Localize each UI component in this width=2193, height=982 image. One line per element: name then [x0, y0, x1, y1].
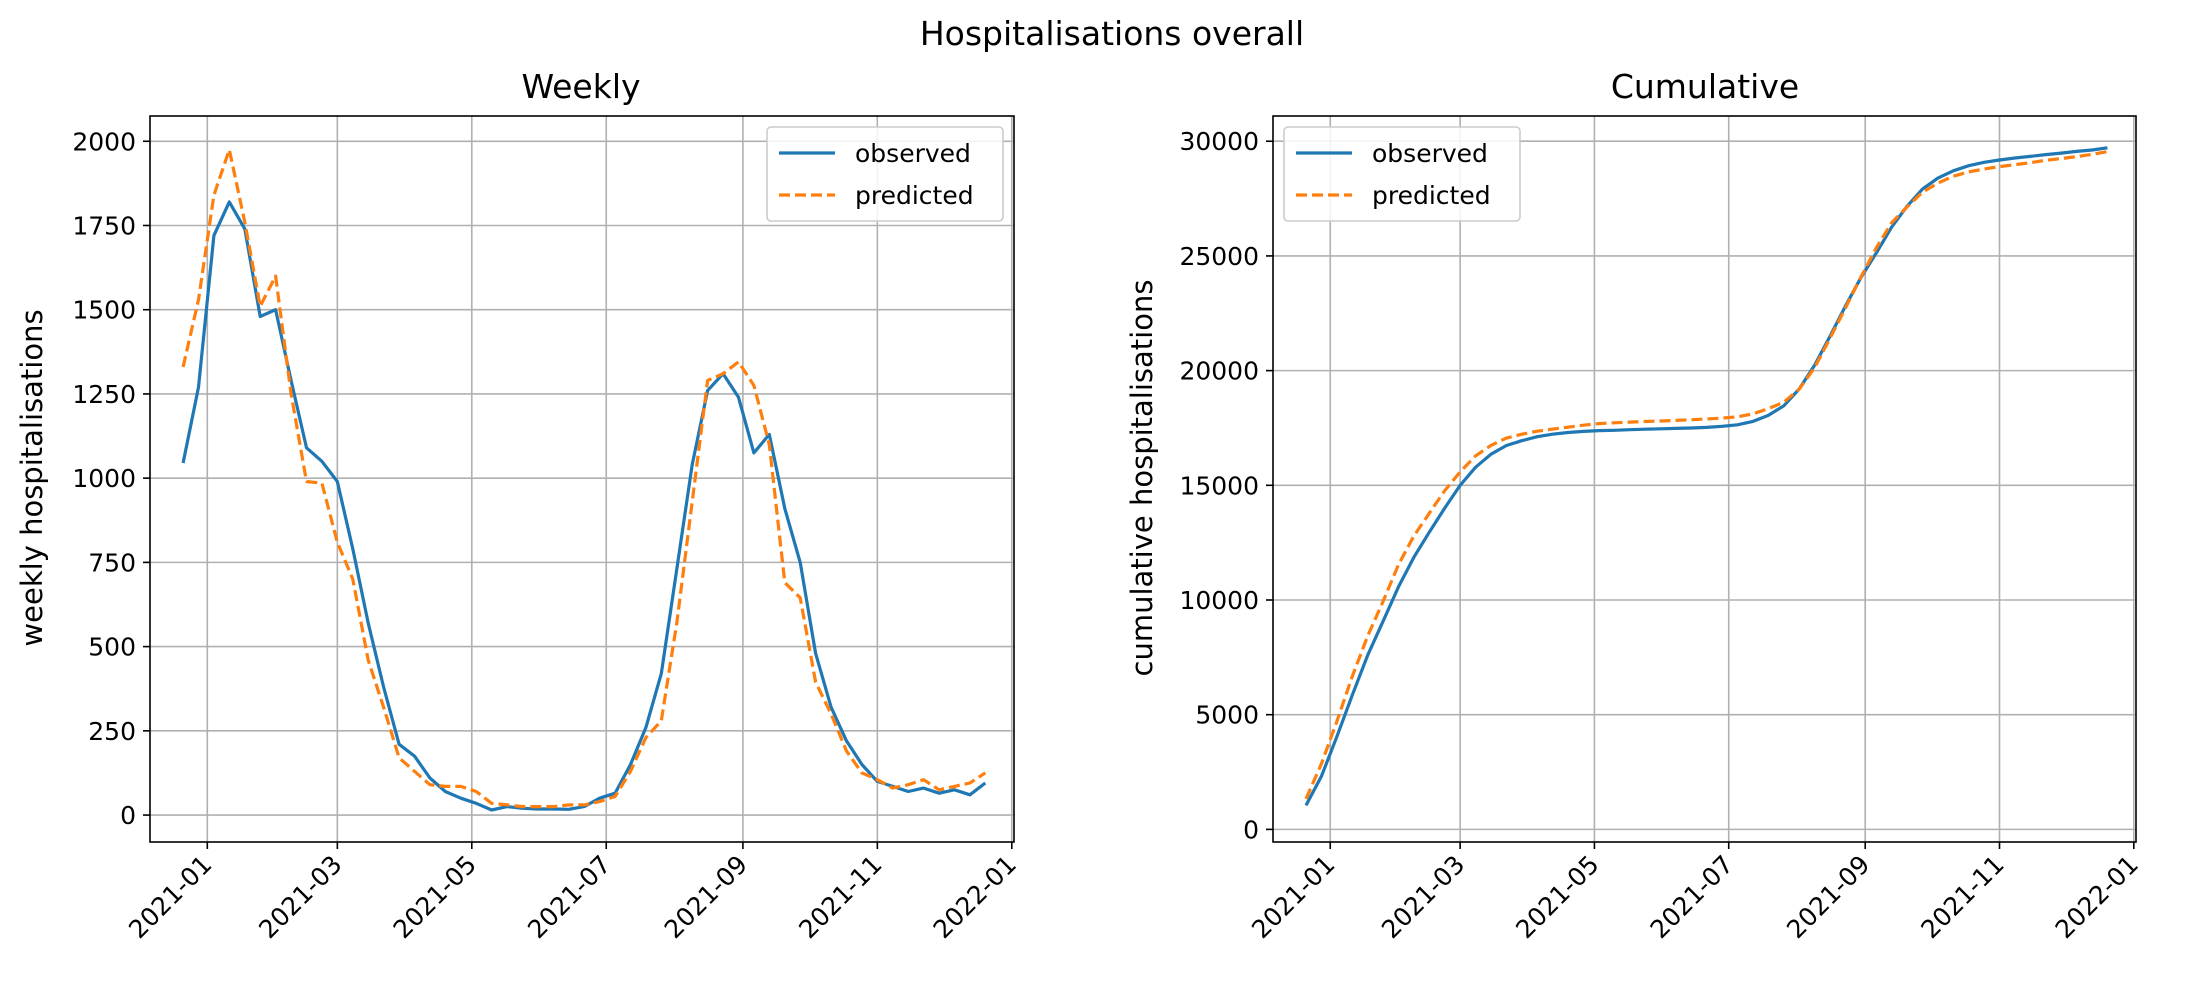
cumulative-y-tick-label: 5000 — [1195, 701, 1259, 730]
suptitle: Hospitalisations overall — [920, 14, 1304, 53]
weekly-x-tick-label: 2021-01 — [123, 850, 217, 944]
cumulative-y-tick-label: 30000 — [1179, 127, 1259, 156]
weekly-legend-box — [766, 126, 1004, 222]
weekly-ticks: 2021-01 2021-03 2021-05 2021-07 2021-09 2021-… — [72, 127, 1022, 944]
weekly-y-tick-label: 2000 — [72, 127, 136, 156]
weekly-panel-title: Weekly — [521, 67, 640, 106]
weekly-predicted-line — [181, 148, 987, 809]
weekly-series — [181, 148, 987, 812]
weekly-legend: observed predicted — [766, 126, 1004, 222]
weekly-x-tick-label: 2021-05 — [388, 850, 482, 944]
cumulative-legend: observed predicted — [1283, 126, 1521, 222]
weekly-y-tick-label: 1500 — [72, 296, 136, 325]
weekly-panel: Weekly weekly hospitalisations 2021-01 20… — [15, 67, 1022, 944]
cumulative-plot-frame — [1272, 115, 2137, 843]
weekly-x-tick-label: 2021-03 — [253, 850, 347, 944]
weekly-y-tick-label: 1000 — [72, 464, 136, 493]
cumulative-x-tick-label: 2021-01 — [1246, 850, 1340, 944]
weekly-x-tick-label: 2021-11 — [793, 850, 887, 944]
cumulative-y-tick-label: 0 — [1243, 815, 1259, 844]
cumulative-x-tick-label: 2022-01 — [2050, 850, 2144, 944]
weekly-x-tick-label: 2021-09 — [659, 850, 753, 944]
cumulative-predicted-line — [1304, 150, 2108, 800]
cumulative-panel: Cumulative cumulative hospitalisations 2… — [1125, 67, 2144, 944]
cumulative-y-tick-label: 15000 — [1179, 471, 1259, 500]
weekly-grid — [150, 116, 1014, 842]
cumulative-x-tick-label: 2021-09 — [1781, 850, 1875, 944]
weekly-y-axis-label: weekly hospitalisations — [15, 309, 49, 646]
cumulative-x-tick-label: 2021-03 — [1376, 850, 1470, 944]
cumulative-y-tick-label: 25000 — [1179, 242, 1259, 271]
cumulative-y-tick-label: 20000 — [1179, 357, 1259, 386]
cumulative-legend-box — [1283, 126, 1521, 222]
weekly-observed-line — [181, 200, 987, 812]
weekly-y-tick-label: 500 — [88, 633, 136, 662]
cumulative-x-tick-label: 2021-11 — [1915, 850, 2009, 944]
weekly-y-tick-label: 0 — [120, 801, 136, 830]
weekly-plot-frame — [149, 115, 1015, 843]
weekly-y-tick-label: 750 — [88, 548, 136, 577]
weekly-y-tick-label: 1750 — [72, 211, 136, 240]
cumulative-grid — [1273, 116, 2136, 842]
cumulative-y-tick-label: 10000 — [1179, 586, 1259, 615]
weekly-legend-observed-label: observed — [855, 139, 971, 168]
weekly-y-tick-label: 1250 — [72, 380, 136, 409]
cumulative-x-tick-label: 2021-05 — [1510, 850, 1604, 944]
weekly-x-tick-label: 2021-07 — [522, 850, 616, 944]
cumulative-legend-predicted-label: predicted — [1372, 181, 1491, 210]
cumulative-x-tick-label: 2021-07 — [1645, 850, 1739, 944]
weekly-x-tick-label: 2022-01 — [928, 850, 1022, 944]
weekly-y-tick-label: 250 — [88, 717, 136, 746]
cumulative-series — [1304, 146, 2108, 807]
cumulative-panel-title: Cumulative — [1611, 67, 1799, 106]
cumulative-observed-line — [1304, 146, 2108, 807]
weekly-legend-predicted-label: predicted — [855, 181, 974, 210]
cumulative-y-axis-label: cumulative hospitalisations — [1125, 280, 1159, 677]
cumulative-legend-observed-label: observed — [1372, 139, 1488, 168]
